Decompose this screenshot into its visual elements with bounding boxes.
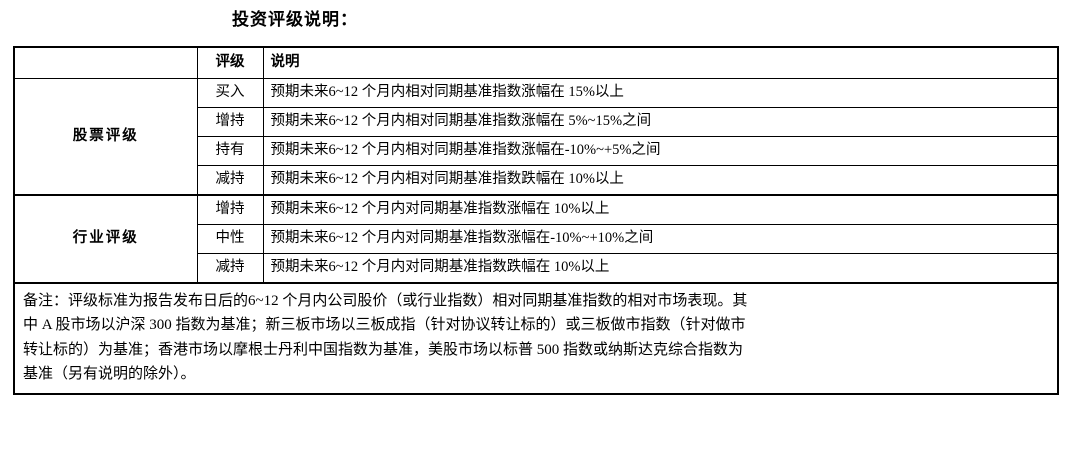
table-row: 减持 预期未来6~12 个月内对同期基准指数跌幅在 10%以上: [14, 253, 1059, 284]
rating-description: 预期未来6~12 个月内对同期基准指数涨幅在 10%以上: [262, 194, 1059, 225]
table-row: 中性 预期未来6~12 个月内对同期基准指数涨幅在-10%~+10%之间: [14, 224, 1059, 254]
rating-label: 增持: [196, 194, 264, 225]
note-line: 备注：评级标准为报告发布日后的6~12 个月内公司股价（或行业指数）相对同期基准…: [23, 293, 748, 309]
table-note-row: 备注：评级标准为报告发布日后的6~12 个月内公司股价（或行业指数）相对同期基准…: [13, 281, 1059, 396]
rating-label: 增持: [196, 107, 264, 137]
group-label-stock: 股票评级: [13, 78, 198, 196]
rating-label: 减持: [196, 165, 264, 196]
investment-rating-table: 评级 说明 股票评级 买入 预期未来6~12 个月内相对同期基准指数涨幅在 15…: [13, 46, 1059, 396]
table-header-row: 评级 说明: [13, 46, 1059, 79]
note-cell: 备注：评级标准为报告发布日后的6~12 个月内公司股价（或行业指数）相对同期基准…: [13, 281, 1059, 396]
rating-description: 预期未来6~12 个月内对同期基准指数跌幅在 10%以上: [262, 253, 1059, 284]
rating-description: 预期未来6~12 个月内对同期基准指数涨幅在-10%~+10%之间: [262, 224, 1059, 254]
note-line: 基准（另有说明的除外）。: [23, 365, 196, 382]
note-text: 备注：评级标准为报告发布日后的6~12 个月内公司股价（或行业指数）相对同期基准…: [23, 289, 1049, 386]
rating-label: 中性: [196, 224, 264, 254]
rating-label: 买入: [196, 78, 264, 108]
rating-description: 预期未来6~12 个月内相对同期基准指数涨幅在-10%~+5%之间: [262, 136, 1059, 166]
note-line: 中 A 股市场以沪深 300 指数为基准；新三板市场以三板成指（针对协议转让标的…: [23, 317, 746, 334]
table-row: 行业评级 增持 预期未来6~12 个月内对同期基准指数涨幅在 10%以上: [13, 194, 1059, 284]
rating-description: 预期未来6~12 个月内相对同期基准指数涨幅在 5%~15%之间: [262, 107, 1059, 137]
header-description-cell: 说明: [262, 46, 1059, 79]
rating-description: 预期未来6~12 个月内相对同期基准指数涨幅在 15%以上: [262, 78, 1059, 108]
page-title: 投资评级说明：: [232, 10, 358, 29]
header-rating-cell: 评级: [196, 46, 264, 79]
note-line: 转让标的）为基准；香港市场以摩根士丹利中国指数为基准，美股市场以标普 500 指…: [23, 341, 744, 358]
rating-label: 持有: [196, 136, 264, 166]
table-row: 减持 预期未来6~12 个月内相对同期基准指数跌幅在 10%以上: [14, 165, 1059, 196]
table-row: 持有 预期未来6~12 个月内相对同期基准指数涨幅在-10%~+5%之间: [14, 136, 1059, 166]
table-row: 股票评级 买入 预期未来6~12 个月内相对同期基准指数涨幅在 15%以上: [13, 78, 1059, 196]
rating-label: 减持: [196, 253, 264, 284]
table-row: 增持 预期未来6~12 个月内相对同期基准指数涨幅在 5%~15%之间: [14, 107, 1059, 137]
rating-description: 预期未来6~12 个月内相对同期基准指数跌幅在 10%以上: [262, 165, 1059, 196]
group-label-industry: 行业评级: [13, 194, 198, 284]
header-group-cell: [13, 46, 198, 79]
